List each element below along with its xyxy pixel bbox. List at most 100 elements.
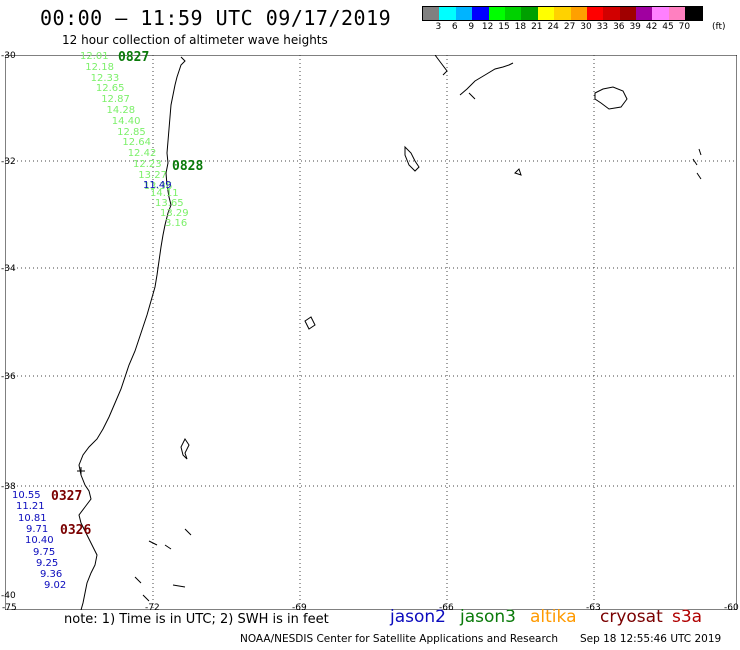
wave-height-color-legend [422,6,703,21]
timestamp: Sep 18 12:55:46 UTC 2019 [580,633,722,645]
legend-tick-label: 18 [514,22,527,32]
pass-label-jason3-north: 0827 [118,50,150,65]
jason3-value: 13.27 [138,169,167,181]
latitude-label: -32 [1,157,16,167]
legend-swatch [455,7,473,20]
longitude-label: -72 [145,603,160,613]
latitude-label: -30 [1,51,16,61]
island-2 [304,316,316,330]
latitude-label: -38 [1,482,16,492]
legend-swatch [537,7,555,20]
cryosat-value: 11.21 [16,501,45,513]
jason2-value: 11.49 [143,180,172,191]
jason3-value: 12.64 [122,137,152,149]
graticule [5,55,737,610]
pass-label-cryosat-b: 0326 [60,523,92,538]
latitude-label: -34 [1,264,16,274]
jason3-value: 12.85 [117,126,146,138]
legend-swatch [603,7,620,20]
legend-swatch [652,7,669,20]
legend-swatch [570,7,587,20]
peninsula-valdes [594,86,628,110]
legend-tick-label: 21 [531,22,543,32]
legend-swatch [472,7,489,20]
legend-tick-label: 12 [481,22,494,32]
cryosat-value: 9.02 [44,580,67,592]
cryosat-value: 9.25 [36,557,59,569]
legend-tick-label: 39 [629,22,641,32]
longitude-label: -75 [2,603,17,613]
islets-east [514,148,702,180]
map-title: 00:00 – 11:59 UTC 09/17/2019 [40,6,392,30]
legend-swatch [668,7,686,20]
jason3-value: 12.23 [133,159,162,170]
legend-swatch [521,7,538,20]
cryosat-value: 9.71 [26,523,49,535]
track-marker-cross [77,467,85,475]
cryosat-value: 10.55 [12,490,41,501]
latitude-label: -36 [1,372,16,382]
legend-jason3: jason3 [460,607,516,627]
pass-label-jason3-mid: 0828 [172,159,204,174]
legend-swatch [685,7,702,20]
legend-tick-label: 42 [645,22,658,32]
legend-s3a: s3a [672,607,703,627]
argentina-coastline [459,62,514,100]
legend-tick-label: 30 [580,22,592,32]
legend-tick-label: 33 [596,22,609,32]
legend-swatch [554,7,571,20]
jason3-value: 13.36 [143,180,173,192]
jason3-value: 12.87 [101,94,130,106]
jason3-value: 12.42 [127,148,157,160]
lake-coast-1 [434,55,448,76]
legend-swatch [586,7,604,20]
jason3-value: 12.01 [80,51,109,62]
legend-tick-label: 3 [435,22,442,32]
legend-tick-label: 6 [451,22,458,32]
legend-tick-label: 15 [498,22,510,32]
island-3 [180,438,190,460]
jason3-value: 14.28 [106,105,136,116]
legend-swatch [619,7,637,20]
legend-tick-label: 45 [662,22,674,32]
legend-swatch [423,7,440,20]
credits: NOAA/NESDIS Center for Satellite Applica… [240,633,558,645]
map-frame [5,55,737,610]
jason3-value: 13.29 [160,208,189,219]
legend-altika: altika [530,607,577,627]
jason3-value: 12.33 [90,72,120,84]
footnote: note: 1) Time is in UTC; 2) SWH is in fe… [64,612,329,627]
legend-tick-label: 24 [547,22,559,32]
legend-tick-label: 36 [613,22,625,32]
legend-tick-label: 70 [678,22,691,32]
cryosat-value: 9.36 [40,569,63,581]
legend-jason2: jason2 [390,607,446,627]
longitude-label: -69 [292,603,307,613]
map-subtitle: 12 hour collection of altimeter wave hei… [62,33,328,47]
islands-south [134,528,192,602]
jason3-value: 14.40 [111,115,141,127]
longitude-label: -60 [724,603,739,613]
jason3-value: 12.18 [85,61,114,73]
legend-tick-label: 27 [563,22,576,32]
jason3-value: 3.16 [165,218,188,229]
legend-swatch [488,7,505,20]
cryosat-value: 10.81 [18,512,47,524]
altimeter-map [5,55,737,610]
jason3-value: 14.11 [150,188,179,199]
jason3-value: 13.65 [155,198,184,209]
island-1 [404,145,420,172]
jason3-value: 12.65 [95,83,125,95]
legend-swatch [439,7,456,20]
cryosat-value: 9.75 [33,546,56,558]
legend-tick-label: 9 [468,22,475,32]
latitude-label: -40 [1,591,16,601]
cryosat-value: 10.40 [25,535,54,547]
legend-cryosat: cryosat [600,607,663,627]
pass-label-cryosat-a: 0327 [51,489,83,504]
legend-unit: (ft) [712,22,726,32]
longitude-label: -66 [439,603,454,613]
legend-swatch [636,7,653,20]
legend-swatch [504,7,522,20]
chile-coastline [78,56,186,610]
